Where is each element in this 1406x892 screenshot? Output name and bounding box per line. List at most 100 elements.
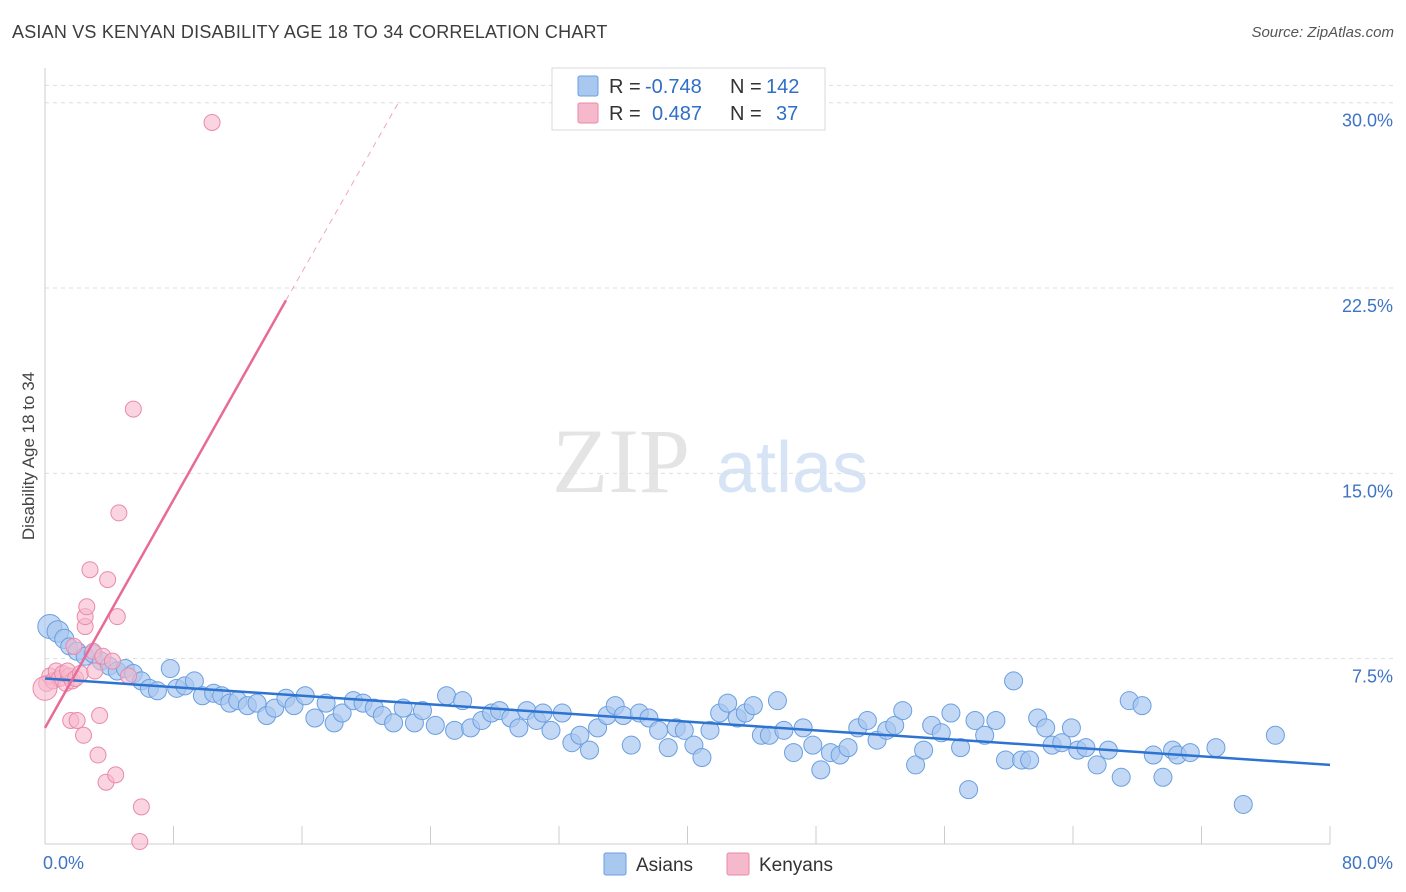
y-axis-label: Disability Age 18 to 34: [19, 372, 38, 540]
asian-point: [658, 738, 678, 758]
asian-point: [1087, 755, 1107, 775]
x-tick-max: 80.0%: [1342, 853, 1393, 873]
asian-point: [1180, 743, 1200, 763]
asian-point: [1061, 718, 1081, 738]
asian-point: [1265, 725, 1285, 745]
asian-point: [649, 720, 669, 740]
legend-kenyans-r-label: R =: [609, 103, 641, 125]
asian-point: [959, 780, 979, 800]
asian-point: [1111, 767, 1131, 787]
kenyan-point: [120, 667, 138, 685]
kenyan-trendline-extension: [285, 102, 399, 301]
kenyan-point: [65, 637, 83, 655]
legend-swatch-asians: [577, 75, 599, 97]
kenyan-point: [32, 675, 58, 701]
kenyan-point: [89, 746, 107, 764]
source-label: Source: ZipAtlas.com: [1251, 24, 1394, 41]
kenyan-point: [81, 561, 99, 579]
asian-point: [743, 696, 763, 716]
legend-asians-r-value: -0.748: [645, 76, 702, 98]
kenyan-point: [91, 707, 109, 725]
asian-point: [951, 738, 971, 758]
legend-swatch-kenyans: [577, 102, 599, 124]
y-tick-label: 7.5%: [1352, 667, 1393, 687]
asian-point: [580, 740, 600, 760]
asian-point: [718, 693, 738, 713]
legend-kenyans-n-label: N =: [730, 103, 762, 125]
y-tick-label: 22.5%: [1342, 296, 1393, 316]
asian-point: [613, 706, 633, 726]
asian-point: [425, 715, 445, 735]
correlation-legend: R = -0.748 N = 142 R = 0.487 N = 37: [551, 67, 826, 131]
asian-point: [803, 735, 823, 755]
kenyan-point: [203, 113, 221, 131]
legend-asians-n-value: 142: [766, 76, 799, 98]
asian-point: [1132, 696, 1152, 716]
asian-point: [1036, 718, 1056, 738]
kenyan-point: [86, 662, 104, 680]
legend-kenyans-r-value: 0.487: [652, 103, 702, 125]
kenyan-point: [107, 766, 125, 784]
legend-asians-r-label: R =: [609, 76, 641, 98]
x-tick-min: 0.0%: [43, 853, 84, 873]
asian-point: [975, 725, 995, 745]
kenyan-point: [68, 711, 86, 729]
asian-point: [1143, 745, 1163, 765]
asian-points: [37, 614, 1285, 814]
asian-point: [965, 710, 985, 730]
y-tick-label: 30.0%: [1342, 111, 1393, 131]
asian-point: [160, 659, 180, 679]
asian-point: [700, 720, 720, 740]
kenyan-point: [132, 798, 150, 816]
asian-point: [1206, 738, 1226, 758]
y-tick-labels: 7.5% 15.0% 22.5% 30.0%: [1342, 111, 1393, 687]
asian-point: [445, 720, 465, 740]
gridlines: [45, 84, 1393, 660]
kenyan-point: [78, 598, 96, 616]
asian-point: [541, 720, 561, 740]
kenyan-point: [124, 400, 142, 418]
asian-point: [857, 710, 877, 730]
asian-point: [774, 720, 794, 740]
legend-kenyans-n-value: 37: [776, 103, 798, 125]
watermark-atlas: atlas: [716, 428, 868, 508]
watermark-zip: ZIP: [552, 410, 690, 512]
asian-point: [332, 703, 352, 723]
y-tick-label: 15.0%: [1342, 481, 1393, 501]
asian-point: [184, 671, 204, 691]
asian-point: [621, 735, 641, 755]
asian-point: [906, 755, 926, 775]
bottom-legend-swatch-kenyans: [726, 852, 750, 876]
kenyan-point: [110, 504, 128, 522]
asian-point: [811, 760, 831, 780]
asian-point: [437, 686, 457, 706]
asian-point: [1020, 750, 1040, 770]
bottom-legend-asians: Asians: [636, 855, 693, 876]
asian-point: [384, 713, 404, 733]
axes: [44, 68, 1331, 845]
asian-point: [767, 691, 787, 711]
asian-point: [893, 701, 913, 721]
asian-point: [1153, 767, 1173, 787]
legend-asians-n-label: N =: [730, 76, 762, 98]
asian-point: [570, 725, 590, 745]
asian-point: [986, 710, 1006, 730]
asian-point: [996, 750, 1016, 770]
asian-point: [1004, 671, 1024, 691]
bottom-legend-kenyans: Kenyans: [759, 855, 833, 876]
asian-point: [838, 738, 858, 758]
asian-point: [784, 743, 804, 763]
asian-trendline: [44, 677, 1331, 767]
kenyan-point: [103, 652, 121, 670]
kenyan-point: [131, 833, 149, 851]
kenyan-point: [75, 726, 93, 744]
asian-point: [412, 701, 432, 721]
asian-point: [692, 748, 712, 768]
asian-point: [1233, 794, 1253, 814]
asian-point: [509, 718, 529, 738]
chart-title: ASIAN VS KENYAN DISABILITY AGE 18 TO 34 …: [12, 22, 608, 42]
asian-point: [914, 740, 934, 760]
bottom-legend-swatch-asians: [603, 852, 627, 876]
kenyan-point: [99, 571, 117, 589]
kenyan-point: [108, 608, 126, 626]
